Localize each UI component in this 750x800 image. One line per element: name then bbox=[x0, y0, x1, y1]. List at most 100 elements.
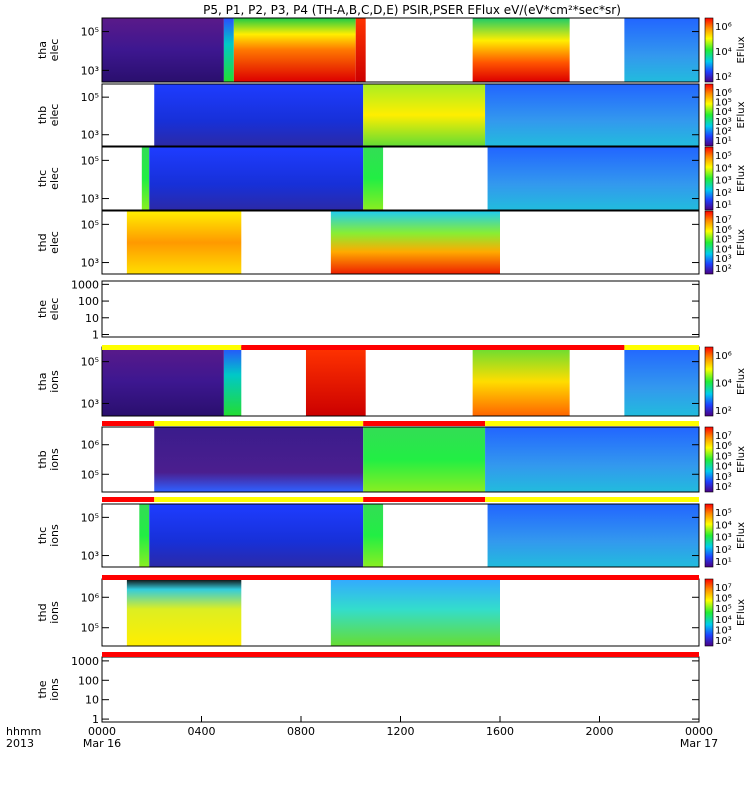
colorbar-tick-label: 10⁵ bbox=[715, 235, 732, 246]
mode-bar-segment bbox=[363, 421, 486, 426]
chart-title: P5, P1, P2, P3, P4 (TH-A,B,C,D,E) PSIR,P… bbox=[203, 3, 621, 17]
colorbar bbox=[704, 578, 714, 647]
spectrogram-segment bbox=[355, 18, 366, 82]
colorbar-tick-label: 10³ bbox=[715, 117, 732, 128]
mode-bar-segment bbox=[102, 497, 155, 502]
y-tick-label: 1000 bbox=[71, 278, 99, 291]
panel-frame bbox=[101, 210, 700, 275]
colorbar-tick-label: 10⁷ bbox=[715, 215, 732, 226]
spectrogram-segment bbox=[139, 504, 150, 567]
colorbar-title: EFlux bbox=[736, 36, 747, 63]
spectrogram-segment bbox=[154, 427, 364, 492]
colorbar-tick-label: 10² bbox=[715, 406, 732, 417]
spectrogram-segment bbox=[149, 504, 364, 567]
x-tick-label: 2000 bbox=[586, 725, 614, 738]
colorbar-tick-label: 10² bbox=[715, 264, 732, 275]
colorbar-tick-label: 10² bbox=[715, 545, 732, 556]
colorbar-tick-label: 10³ bbox=[715, 254, 732, 265]
colorbar-tick-label: 10⁴ bbox=[715, 107, 732, 118]
mode-bar-segment bbox=[485, 421, 699, 426]
colorbar-tick-label: 10⁵ bbox=[715, 151, 732, 162]
panel-label: theions bbox=[36, 678, 61, 701]
panel-background bbox=[102, 281, 699, 337]
x-tick-label: 0800 bbox=[287, 725, 315, 738]
spectrogram-segment bbox=[126, 211, 242, 274]
y-tick-label: 10⁵ bbox=[81, 511, 99, 524]
y-tick-label: 10⁶ bbox=[81, 439, 100, 452]
spectrogram-segment bbox=[223, 347, 242, 416]
mode-bar bbox=[102, 652, 699, 657]
spectrogram-segment bbox=[102, 347, 224, 416]
spectrogram-segment bbox=[485, 84, 699, 146]
spectrogram-segment bbox=[624, 18, 699, 82]
colorbar-title: EFlux bbox=[736, 446, 747, 473]
spectrogram-segment bbox=[102, 18, 224, 82]
x-tick-label: 0400 bbox=[188, 725, 216, 738]
colorbar-tick-label: 10⁶ bbox=[715, 441, 732, 452]
colorbar bbox=[704, 426, 714, 493]
mode-bar-segment bbox=[102, 421, 155, 426]
spectrogram-segment bbox=[363, 427, 486, 492]
time-axis-year: 2013 bbox=[6, 737, 34, 750]
y-tick-label: 10 bbox=[85, 694, 99, 707]
spectrogram-segment bbox=[487, 147, 699, 210]
colorbar-title: EFlux bbox=[736, 368, 747, 395]
panels: 10⁵ 10³ thaelec 10⁶ 10⁴ 10² EFlux 10⁵ 10³ thbelec… bbox=[36, 17, 747, 726]
panel-tha-ions: 10⁵ 10³ thaions 10⁶ 10⁴ 10² EFlux bbox=[36, 346, 747, 417]
x-tick-date: Mar 16 bbox=[83, 737, 121, 750]
colorbar-tick-label: 10⁴ bbox=[715, 244, 732, 255]
mode-bar-segment bbox=[363, 497, 486, 502]
y-tick-label: 10 bbox=[85, 312, 99, 325]
panel-label: thbelec bbox=[36, 104, 61, 127]
mode-bar-segment bbox=[102, 575, 699, 580]
colorbar bbox=[704, 146, 714, 211]
colorbar-tick-label: 10⁵ bbox=[715, 508, 732, 519]
colorbar bbox=[704, 346, 714, 417]
x-tick-label: 1600 bbox=[486, 725, 514, 738]
colorbar-title: EFlux bbox=[736, 101, 747, 128]
spectrogram-segment bbox=[472, 347, 570, 416]
panel-label: thdions bbox=[36, 601, 61, 624]
colorbar-tick-label: 10⁴ bbox=[715, 615, 732, 626]
y-tick-label: 10³ bbox=[81, 257, 99, 270]
x-tick-label: 0000 bbox=[685, 725, 713, 738]
mode-bar-segment bbox=[154, 421, 364, 426]
y-tick-label: 10³ bbox=[81, 193, 99, 206]
colorbar-tick-label: 10⁴ bbox=[715, 163, 732, 174]
panel-frame bbox=[101, 83, 700, 147]
mode-bar bbox=[102, 575, 699, 580]
colorbar-tick-label: 10⁶ bbox=[715, 351, 732, 362]
mode-bar-segment bbox=[485, 497, 699, 502]
y-tick-label: 10³ bbox=[81, 397, 99, 410]
colorbar-tick-label: 10⁵ bbox=[715, 604, 732, 615]
y-tick-label: 10⁵ bbox=[81, 356, 99, 369]
colorbar-tick-label: 10⁷ bbox=[715, 431, 732, 442]
spectrogram-segment bbox=[472, 18, 570, 82]
colorbar-tick-label: 10⁷ bbox=[715, 583, 732, 594]
x-tick-label: 1200 bbox=[387, 725, 415, 738]
panel-label: thcions bbox=[36, 524, 61, 547]
panel-frame bbox=[101, 146, 700, 211]
y-tick-label: 10³ bbox=[81, 64, 99, 77]
colorbar-tick-label: 10⁵ bbox=[715, 451, 732, 462]
panel-label: theelec bbox=[36, 298, 61, 321]
spectrogram-segment bbox=[363, 147, 384, 210]
spectrogram-segment bbox=[149, 147, 364, 210]
spectrogram-segment bbox=[485, 427, 699, 492]
colorbar-tick-label: 10⁴ bbox=[715, 462, 732, 473]
spectrogram-segment bbox=[141, 147, 150, 210]
panel-tha-elec: 10⁵ 10³ thaelec 10⁶ 10⁴ 10² EFlux bbox=[36, 17, 747, 83]
panel-label: thaions bbox=[36, 370, 61, 393]
panel-background bbox=[102, 657, 699, 722]
mode-bar-segment bbox=[102, 652, 699, 657]
y-tick-label: 10³ bbox=[81, 550, 99, 563]
colorbar-tick-label: 10³ bbox=[715, 176, 732, 187]
mode-bar-segment bbox=[102, 345, 242, 350]
spectrogram-segment bbox=[363, 84, 486, 146]
